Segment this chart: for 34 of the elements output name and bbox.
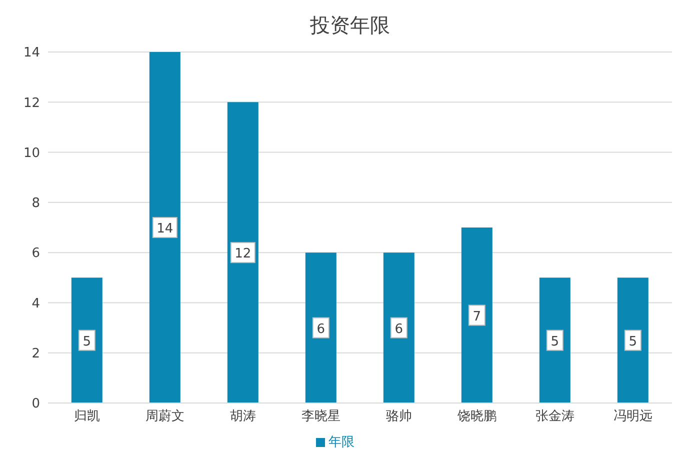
data-label: 7 <box>472 309 482 324</box>
y-tick-label: 4 <box>32 296 40 312</box>
data-label: 6 <box>316 322 326 337</box>
bar <box>71 278 102 403</box>
legend-label: 年限 <box>328 435 354 450</box>
bar <box>227 102 258 403</box>
bar <box>149 52 180 403</box>
x-tick-label: 冯明远 <box>614 409 652 424</box>
bar <box>617 278 648 403</box>
y-tick-label: 14 <box>23 46 40 61</box>
bar <box>461 228 492 403</box>
x-tick-label: 李晓星 <box>302 409 340 424</box>
y-tick-label: 12 <box>23 96 40 111</box>
y-tick-label: 0 <box>32 396 40 412</box>
data-label: 5 <box>628 334 638 350</box>
data-label: 5 <box>82 334 92 350</box>
data-label: 6 <box>394 322 404 337</box>
y-tick-label: 2 <box>32 346 40 362</box>
chart-title: 投资年限 <box>309 12 391 39</box>
x-tick-label: 胡涛 <box>230 409 256 424</box>
x-tick-label: 归凯 <box>74 409 100 424</box>
data-label: 14 <box>156 222 174 236</box>
bar <box>383 252 414 403</box>
bar <box>539 278 570 403</box>
y-tick-label: 6 <box>32 246 40 262</box>
data-label: 5 <box>550 334 560 350</box>
bar <box>305 252 336 403</box>
x-tick-label: 饶晓鹏 <box>456 409 496 424</box>
x-tick-label: 张金涛 <box>536 409 574 424</box>
x-tick-label: 周蔚文 <box>146 409 184 424</box>
x-tick-label: 骆帅 <box>386 409 412 424</box>
y-tick-label: 8 <box>32 196 40 212</box>
data-label: 12 <box>234 246 252 262</box>
y-tick-label: 10 <box>23 146 40 161</box>
